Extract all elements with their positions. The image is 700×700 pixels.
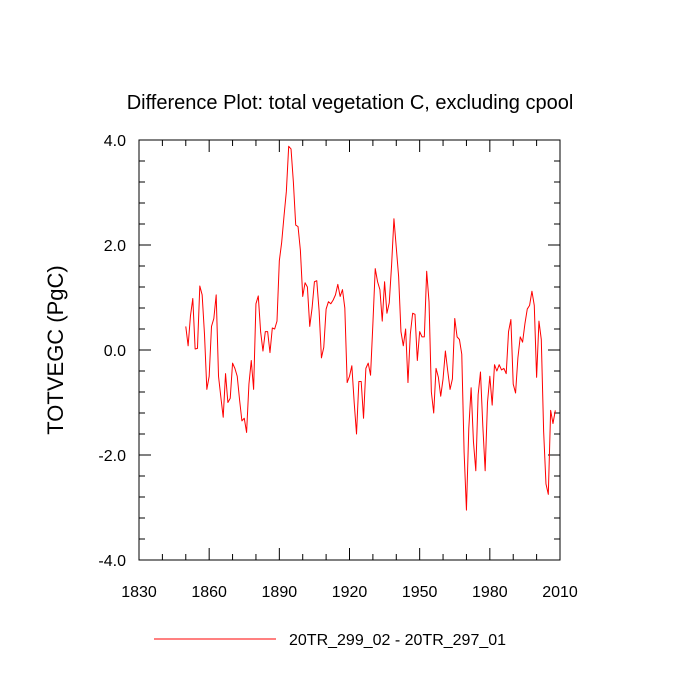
- tick-labels-layer: 1830 1860 1890 1920 1950 1980 2010 -4.0 -2.0 0.0 2…: [98, 133, 577, 601]
- y-tick-label: 0.0: [104, 343, 126, 360]
- x-tick-label: 2010: [542, 584, 578, 601]
- y-tick-label: 2.0: [104, 238, 126, 255]
- y-axis-title: TOTVEGC (PgC): [43, 265, 68, 435]
- ticks-layer: [138, 139, 561, 561]
- legend: 20TR_299_02 - 20TR_297_01: [154, 632, 506, 649]
- x-tick-label: 1950: [402, 584, 438, 601]
- x-tick-label: 1890: [262, 584, 298, 601]
- x-tick-label: 1980: [472, 584, 508, 601]
- y-tick-label: -4.0: [98, 553, 126, 570]
- x-tick-label: 1860: [191, 584, 227, 601]
- chart-title: Difference Plot: total vegetation C, exc…: [127, 92, 574, 114]
- y-tick-label: -2.0: [98, 448, 126, 465]
- legend-entry-label: 20TR_299_02 - 20TR_297_01: [289, 632, 506, 649]
- plot-frame: [138, 139, 561, 561]
- y-tick-label: 4.0: [104, 133, 126, 150]
- series-layer: [185, 145, 556, 511]
- x-tick-label: 1920: [332, 584, 368, 601]
- x-tick-label: 1830: [121, 584, 157, 601]
- series-line: [185, 145, 556, 511]
